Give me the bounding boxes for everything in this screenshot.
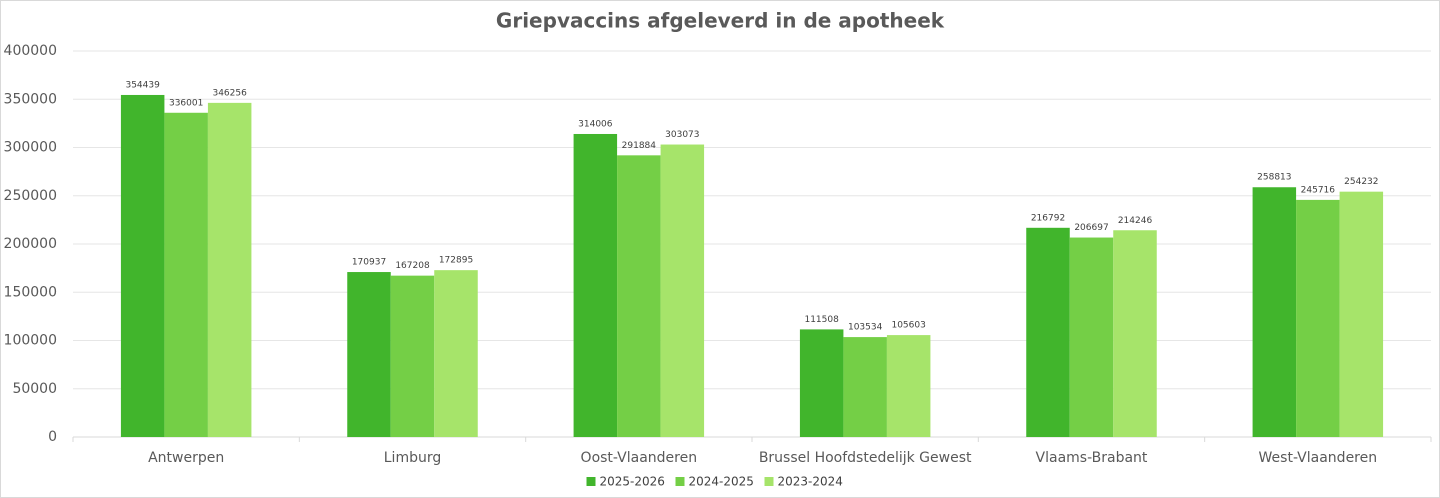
value-label: 170937 (352, 258, 386, 268)
value-label: 346256 (212, 88, 247, 98)
x-tick-label: West-Vlaanderen (1259, 450, 1378, 466)
bar (1069, 237, 1114, 437)
value-label: 254232 (1344, 177, 1378, 187)
bar (1026, 227, 1070, 437)
bar (1339, 191, 1384, 437)
legend-swatch (675, 477, 685, 486)
bar (120, 94, 165, 437)
y-tick-label: 350000 (4, 91, 57, 107)
y-tick-label: 200000 (4, 236, 57, 252)
x-tick-label: Limburg (384, 450, 441, 466)
bar (1113, 230, 1157, 437)
x-tick-label: Brussel Hoofdstedelijk Gewest (759, 450, 972, 466)
legend-label: 2025-2026 (600, 475, 665, 489)
bar (390, 275, 435, 437)
legend-label: 2023-2024 (778, 475, 843, 489)
value-label: 206697 (1074, 223, 1108, 233)
value-label: 111508 (804, 315, 839, 325)
value-label: 245716 (1301, 185, 1336, 195)
chart-title: Griepvaccins afgeleverd in de apotheek (496, 9, 945, 33)
bar (164, 112, 208, 437)
bar (843, 337, 887, 437)
y-tick-label: 150000 (4, 284, 57, 300)
bar (617, 155, 661, 437)
y-tick-label: 300000 (4, 140, 57, 156)
bar (799, 329, 844, 437)
y-tick-label: 0 (48, 429, 57, 445)
bar (434, 270, 478, 437)
value-label: 258813 (1257, 173, 1291, 183)
bar (573, 133, 618, 438)
value-label: 105603 (891, 321, 925, 331)
value-label: 314006 (578, 119, 613, 129)
bar (660, 144, 705, 438)
value-label: 167208 (395, 261, 430, 271)
x-tick-label: Antwerpen (148, 450, 224, 466)
value-label: 303073 (665, 130, 699, 140)
x-tick-label: Vlaams-Brabant (1036, 450, 1148, 466)
bar (207, 102, 252, 437)
value-label: 103534 (848, 323, 883, 333)
legend-swatch (764, 477, 774, 486)
value-label: 354439 (125, 80, 160, 90)
y-tick-label: 400000 (4, 43, 57, 59)
value-label: 291884 (622, 141, 657, 151)
y-tick-label: 250000 (4, 188, 57, 204)
value-label: 216792 (1031, 213, 1065, 223)
legend-swatch (586, 477, 596, 486)
bar (1252, 187, 1297, 437)
value-label: 336001 (169, 98, 203, 108)
legend-label: 2024-2025 (689, 475, 754, 489)
x-tick-label: Oost-Vlaanderen (581, 450, 698, 466)
value-label: 172895 (439, 256, 473, 266)
y-tick-label: 100000 (4, 333, 57, 349)
y-tick-label: 50000 (12, 381, 57, 397)
value-label: 214246 (1118, 216, 1153, 226)
bar (347, 272, 391, 437)
bar (886, 335, 931, 437)
bar (1296, 199, 1340, 437)
